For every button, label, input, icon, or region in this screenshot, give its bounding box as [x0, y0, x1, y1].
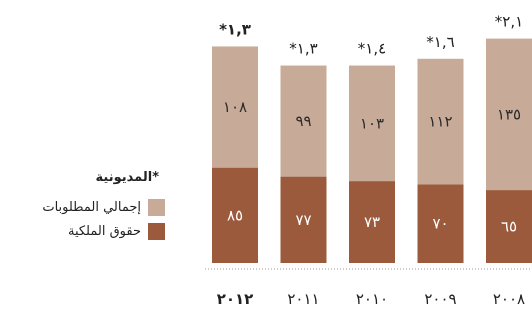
total-label-0: *١,٣	[219, 20, 251, 38]
x-tick-label-1: ٢٠١١	[287, 290, 319, 308]
total-label-3: *١,٦	[426, 33, 454, 51]
bar-equity-3	[417, 184, 464, 263]
legend-item-equity: حقوق الملكية	[0, 219, 165, 243]
bar-liabilities-3	[417, 58, 464, 185]
x-tick-label-2: ٢٠١٠	[356, 290, 388, 308]
x-tick-label-4: ٢٠٠٨	[493, 290, 525, 308]
bar-value-label-liabilities-4: ١٣٥	[497, 105, 521, 123]
bar-liabilities-1	[280, 65, 327, 177]
bar-value-label-equity-3: ٧٠	[432, 215, 448, 233]
bar-equity-4	[486, 190, 532, 263]
bar-value-label-equity-0: ٨٥	[227, 206, 243, 224]
legend: *المديونية إجمالي المطلوبات حقوق الملكية	[0, 170, 165, 243]
total-label-2: *١,٤	[358, 40, 386, 58]
bar-value-label-equity-1: ٧٧	[295, 211, 311, 229]
bar-value-label-liabilities-1: ٩٩	[295, 112, 311, 130]
bar-value-label-equity-4: ٦٥	[501, 218, 517, 236]
bar-equity-0	[212, 167, 258, 263]
legend-swatch-total-liabilities	[148, 198, 165, 216]
x-tick-label-0: ٢٠١٢	[217, 290, 254, 308]
legend-swatch-equity	[148, 222, 165, 240]
legend-label-equity: حقوق الملكية	[67, 223, 141, 239]
bar-equity-2	[349, 181, 395, 263]
bar-value-label-liabilities-2: ١٠٣	[360, 114, 384, 132]
legend-title: *المديونية	[95, 170, 159, 185]
total-label-1: *١,٣	[289, 40, 317, 58]
x-tick-label-3: ٢٠٠٩	[424, 290, 456, 308]
bar-liabilities-4	[486, 38, 532, 191]
legend-item-total-liabilities: إجمالي المطلوبات	[0, 195, 165, 219]
bar-value-label-liabilities-3: ١١٢	[428, 113, 452, 131]
bar-equity-1	[280, 176, 327, 263]
total-label-4: *٢,١	[495, 13, 523, 31]
bar-value-label-equity-2: ٧٣	[364, 213, 380, 231]
legend-label-total-liabilities: إجمالي المطلوبات	[42, 199, 141, 215]
bar-value-label-liabilities-0: ١٠٨	[223, 98, 247, 116]
bar-liabilities-0	[212, 46, 258, 168]
bar-liabilities-2	[349, 65, 395, 182]
